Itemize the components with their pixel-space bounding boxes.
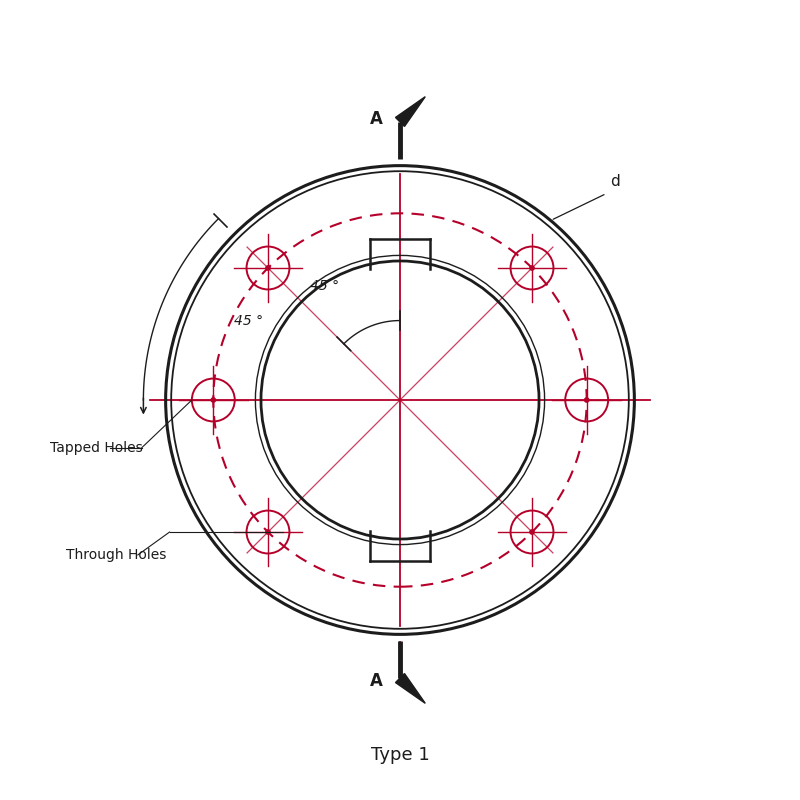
Circle shape [585, 398, 589, 402]
Circle shape [530, 266, 534, 270]
Circle shape [266, 266, 270, 270]
Text: A: A [370, 110, 382, 128]
Circle shape [530, 530, 534, 534]
Text: Through Holes: Through Holes [66, 548, 166, 562]
Text: d: d [610, 174, 620, 190]
Polygon shape [395, 674, 426, 703]
Circle shape [211, 398, 215, 402]
Text: Tapped Holes: Tapped Holes [50, 441, 143, 454]
Text: 45 °: 45 ° [310, 278, 339, 293]
Text: Type 1: Type 1 [370, 746, 430, 764]
Circle shape [266, 530, 270, 534]
Polygon shape [395, 97, 426, 126]
Text: 45 °: 45 ° [234, 314, 264, 329]
Text: A: A [370, 672, 382, 690]
